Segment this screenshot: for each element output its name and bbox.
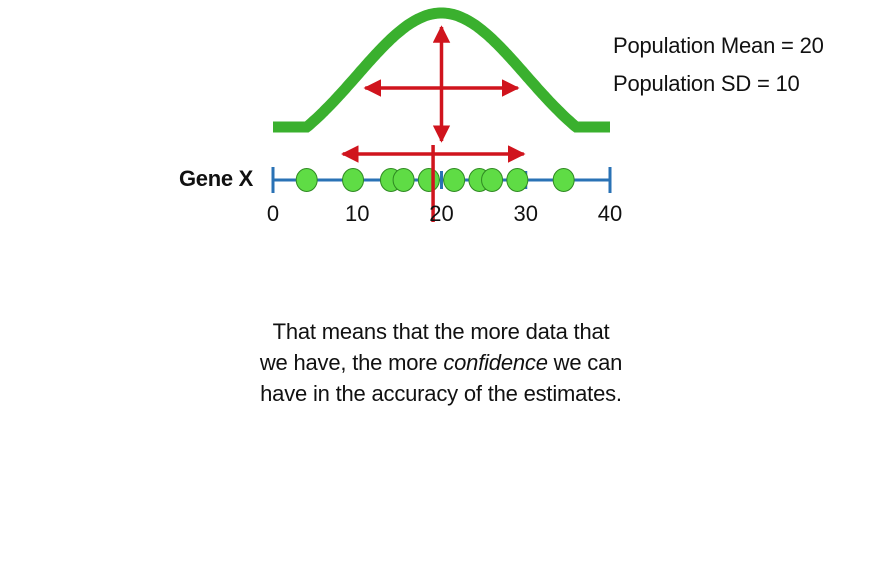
tick-label: 20	[429, 201, 453, 226]
observation-point	[506, 168, 529, 192]
observation-point	[295, 168, 318, 192]
caption-line-2: we have, the more confidence we can	[191, 347, 691, 378]
tick-label: 40	[598, 201, 622, 226]
tick-label: 0	[267, 201, 279, 226]
estimate-arrows	[341, 145, 526, 222]
tick-label: 30	[514, 201, 538, 226]
observation-point	[481, 168, 504, 192]
observation-point	[392, 168, 415, 192]
axis-tick-labels: 0 10 20 30 40	[267, 201, 622, 226]
caption-text: That means that the more data that we ha…	[191, 316, 691, 409]
caption-emphasis: confidence	[443, 350, 548, 375]
population-arrows	[363, 25, 520, 143]
population-distribution-curve	[273, 7, 610, 133]
population-mean-label: Population Mean = 20	[613, 33, 824, 58]
caption-line-1: That means that the more data that	[272, 319, 610, 344]
observation-point	[552, 168, 575, 192]
observation-point	[443, 168, 466, 192]
observation-point	[342, 168, 365, 192]
population-sd-label: Population SD = 10	[613, 71, 800, 96]
caption-line-2-start: we have, the more	[259, 350, 444, 375]
variable-label: Gene X	[179, 166, 254, 191]
caption-line-3: have in the accuracy of the estimates.	[260, 381, 622, 406]
caption-line-2-end: we can	[547, 350, 623, 375]
tick-label: 10	[345, 201, 369, 226]
observation-point	[417, 168, 440, 192]
